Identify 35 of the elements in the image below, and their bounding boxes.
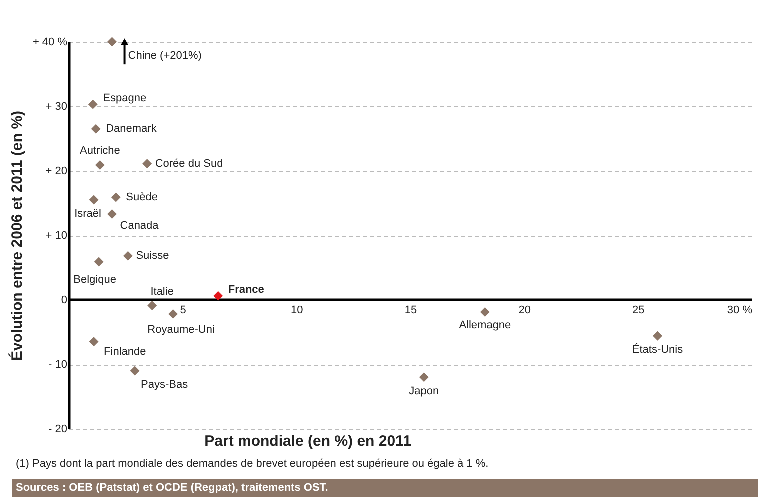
text: (1) Pays dont la part mondiale des demandes de brevet européen est supérieure ou égale à 1 %. bbox=[16, 458, 489, 470]
source-note: Sources : OEB (Patstat) et OCDE (Regpat), traitements OST. bbox=[16, 482, 328, 494]
y-tick-label: + 10 bbox=[46, 230, 68, 242]
annotation: Autriche bbox=[80, 145, 120, 158]
annotation: France bbox=[228, 284, 264, 296]
annotation: Royaume-Uni bbox=[148, 324, 215, 336]
x-tick-label: 30 % bbox=[727, 304, 753, 316]
annotation: Corée du Sud bbox=[155, 158, 224, 170]
y-tick-label: + 20 bbox=[46, 166, 68, 178]
annotation: Suède bbox=[126, 191, 158, 204]
annotation: Canada bbox=[120, 220, 160, 232]
annotation: Suisse bbox=[136, 250, 170, 262]
annotation: Belgique bbox=[74, 274, 116, 286]
annotation: Danemark bbox=[106, 123, 158, 136]
annotation: Pays-Bas bbox=[141, 378, 189, 391]
y-axis-title: Évolution entre 2006 et 2011 (en %) bbox=[8, 110, 26, 362]
y-tick-label: - 20 bbox=[48, 424, 68, 436]
y-tick-label: 0 bbox=[61, 294, 68, 306]
x-tick-label: 5 bbox=[180, 304, 186, 316]
annotation: Finlande bbox=[104, 346, 146, 358]
y-tick-label: - 10 bbox=[48, 359, 68, 371]
annotation: Italie bbox=[150, 286, 174, 298]
annotation: Chine (+201%) bbox=[128, 50, 202, 62]
annotation: États-Unis bbox=[632, 343, 684, 356]
y-tick-label: + 30 bbox=[46, 101, 68, 113]
annotation: Israël bbox=[74, 208, 102, 220]
x-axis-title: Part mondiale (en %) en 2011 bbox=[204, 433, 412, 450]
x-tick-label: 20 bbox=[518, 304, 531, 316]
annotation: Allemagne bbox=[459, 319, 512, 332]
y-tick-label: + 40 % bbox=[32, 36, 68, 48]
x-tick-label: 10 bbox=[291, 304, 304, 316]
annotation: Japon bbox=[409, 385, 440, 398]
x-tick-label: 15 bbox=[404, 304, 418, 316]
annotation: Espagne bbox=[103, 92, 147, 105]
x-tick-label: 25 bbox=[632, 304, 645, 316]
